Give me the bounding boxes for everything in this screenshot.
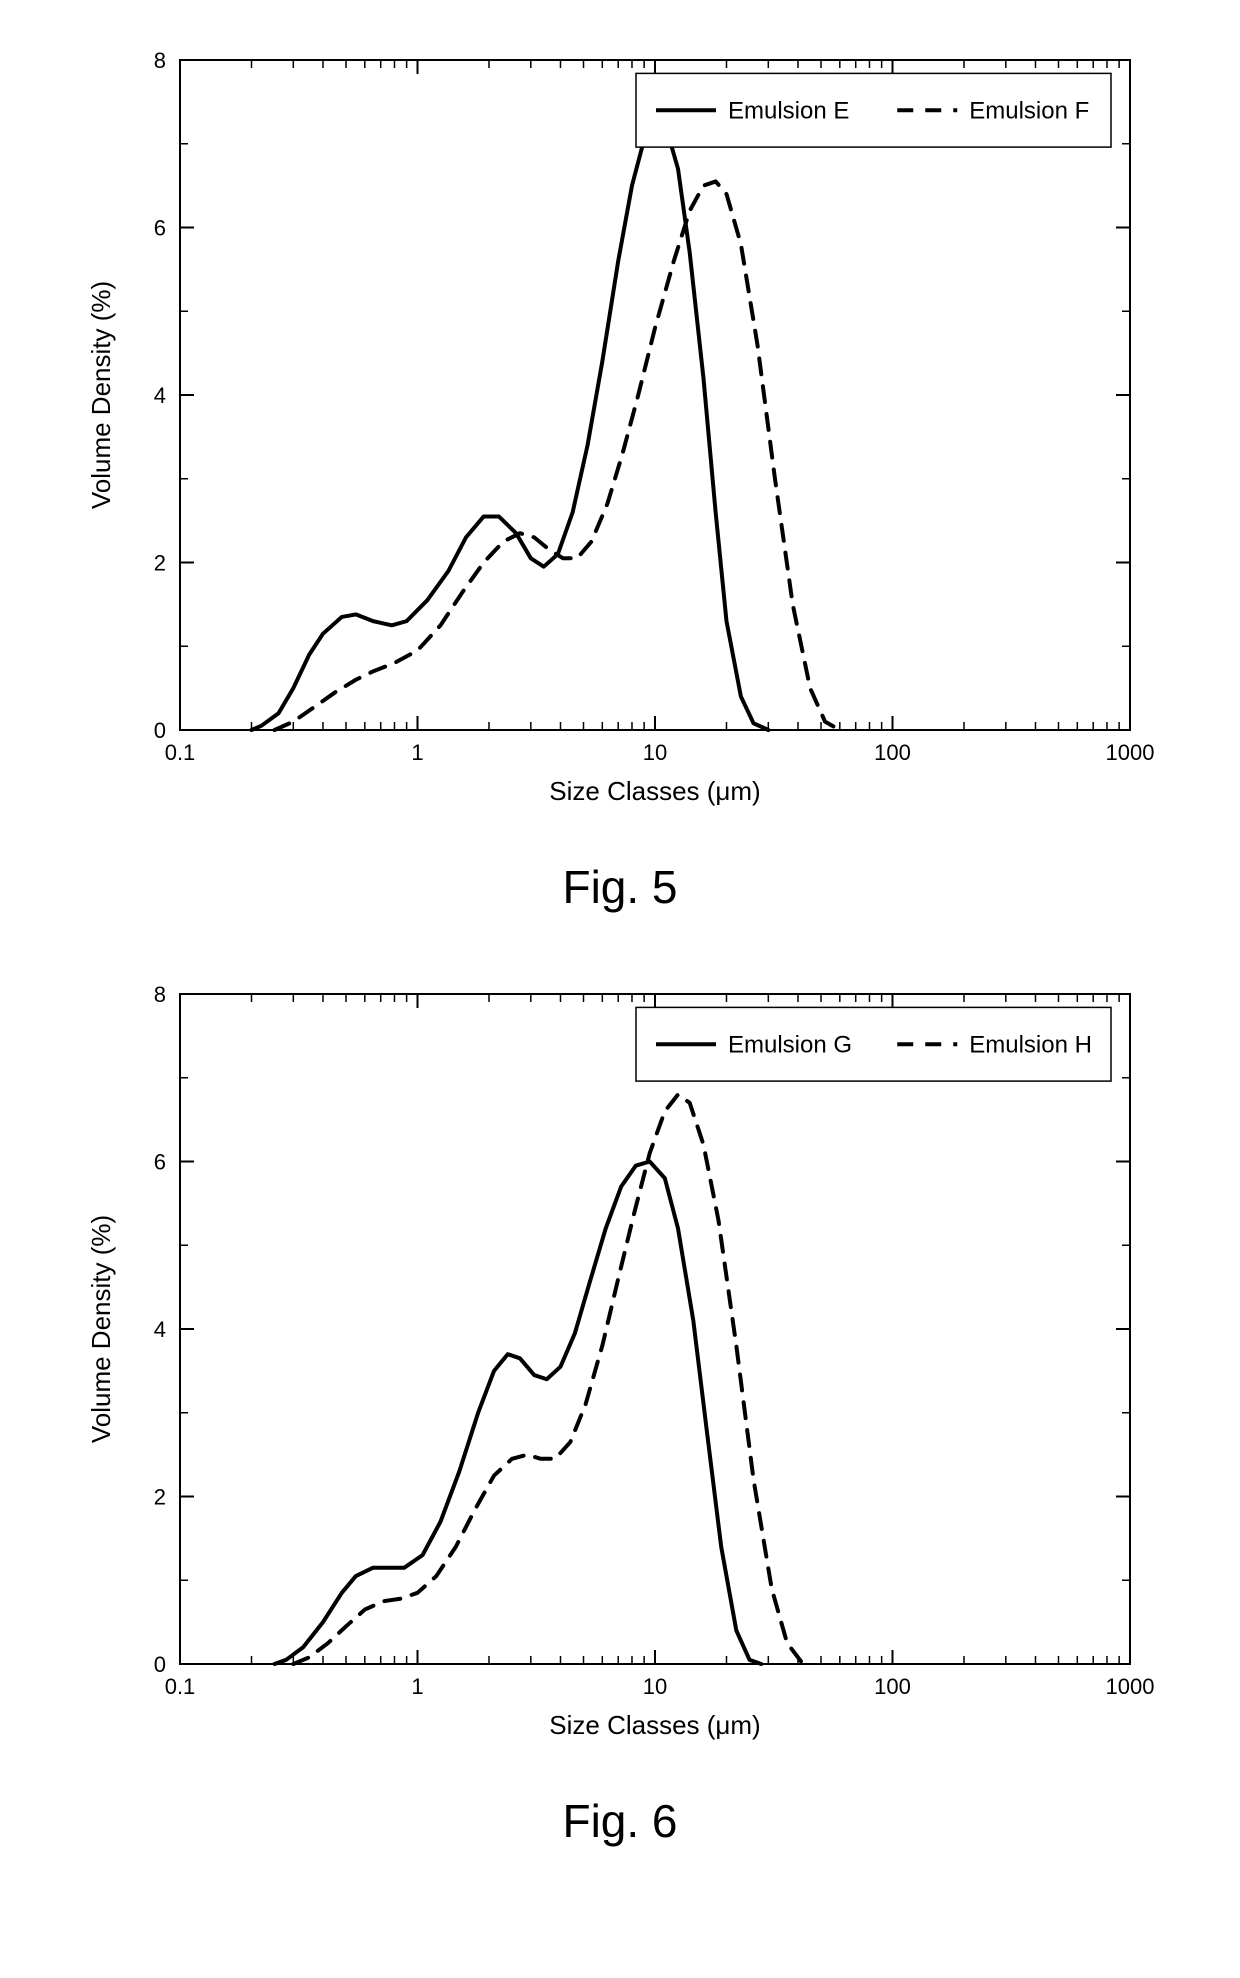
y-tick-label: 4 xyxy=(154,1317,166,1342)
x-axis-label: Size Classes (μm) xyxy=(549,776,760,806)
y-tick-label: 6 xyxy=(154,216,166,241)
plot-border xyxy=(180,60,1130,730)
figure-caption: Fig. 5 xyxy=(70,860,1170,914)
plot-border xyxy=(180,994,1130,1664)
y-tick-label: 2 xyxy=(154,1485,166,1510)
series-line xyxy=(275,1162,762,1665)
series-line xyxy=(275,181,840,730)
y-tick-label: 4 xyxy=(154,383,166,408)
y-tick-label: 2 xyxy=(154,551,166,576)
chart-figure: 0.1 1 10 100 1000 0 2 4 6 8 Size Classes (μm) Volum… xyxy=(70,964,1170,1848)
x-tick-label: 1 xyxy=(411,1674,423,1699)
x-tick-label: 1 xyxy=(411,740,423,765)
x-tick-label: 1000 xyxy=(1106,1674,1155,1699)
chart-svg: 0.1 1 10 100 1000 0 2 4 6 8 Size Classes (μm) Volum… xyxy=(70,964,1170,1784)
chart-figure: 0.1 1 10 100 1000 0 2 4 6 8 Size Classes (μm) Volum… xyxy=(70,30,1170,914)
y-axis-label: Volume Density (%) xyxy=(86,281,116,509)
x-tick-label: 100 xyxy=(874,740,911,765)
legend-label: Emulsion F xyxy=(969,97,1089,124)
chart-svg: 0.1 1 10 100 1000 0 2 4 6 8 Size Classes (μm) Volum… xyxy=(70,30,1170,850)
legend-label: Emulsion H xyxy=(969,1031,1092,1058)
y-axis-label: Volume Density (%) xyxy=(86,1215,116,1443)
x-axis-label: Size Classes (μm) xyxy=(549,1710,760,1740)
y-tick-label: 8 xyxy=(154,48,166,73)
y-tick-label: 8 xyxy=(154,982,166,1007)
x-tick-label: 0.1 xyxy=(165,740,196,765)
x-tick-label: 0.1 xyxy=(165,1674,196,1699)
legend-label: Emulsion E xyxy=(728,97,849,124)
x-tick-label: 10 xyxy=(643,740,667,765)
x-tick-label: 100 xyxy=(874,1674,911,1699)
figure-caption: Fig. 6 xyxy=(70,1794,1170,1848)
x-tick-label: 1000 xyxy=(1106,740,1155,765)
legend-label: Emulsion G xyxy=(728,1031,852,1058)
x-tick-label: 10 xyxy=(643,1674,667,1699)
y-tick-label: 0 xyxy=(154,718,166,743)
y-tick-label: 0 xyxy=(154,1652,166,1677)
y-tick-label: 6 xyxy=(154,1150,166,1175)
